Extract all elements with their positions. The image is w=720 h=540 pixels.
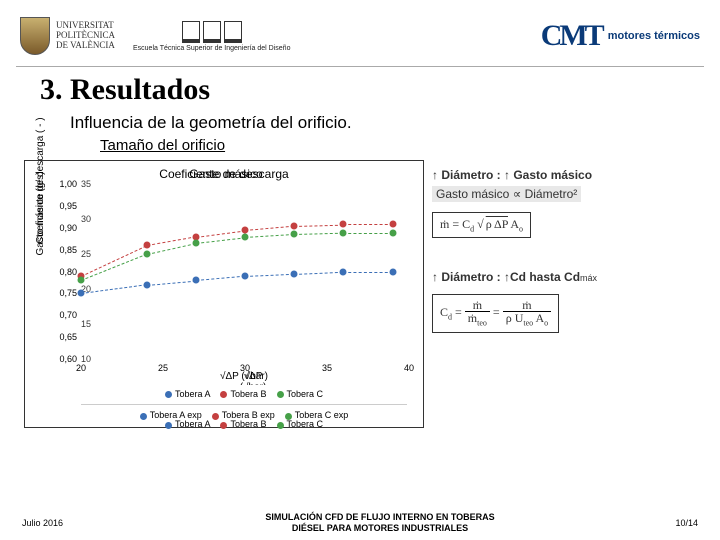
footer-date: Julio 2016 (22, 518, 122, 528)
note-diam-flow: ↑ Diámetro : ↑ Gasto másico (432, 166, 692, 184)
footer-title: SIMULACIÓN CFD DE FLUJO INTERNO EN TOBER… (122, 512, 638, 534)
chart-title-b: Gasto másico (189, 167, 262, 181)
side-notes: ↑ Diámetro : ↑ Gasto másico Gasto másico… (432, 160, 692, 428)
header-logos: UNIVERSITAT POLITÈCNICA DE VALÈNCIA Escu… (0, 0, 720, 66)
formula-mass-flow: ṁ = Cd √ρ ΔP Ao (432, 212, 531, 238)
upv-shield-icon (20, 17, 50, 55)
chart-xlabel: √ΔP (√bar) √ΔP (√bar) (71, 371, 417, 385)
footer-page: 10/14 (638, 518, 698, 528)
chart-plot: 0,600,650,700,750,800,850,900,951,001015… (81, 184, 409, 359)
section-subtitle: Influencia de la geometría del orificio. (0, 113, 720, 137)
chart-ylabel: Coeficiente de descarga ( - ) Gasto mási… (35, 96, 46, 266)
section-subsubtitle: Tamaño del orificio (0, 137, 720, 160)
section-title: 3. Resultados (0, 69, 720, 113)
logo-etsid: Escuela Técnica Superior de Ingeniería d… (133, 21, 290, 52)
legend-item: Tobera B (220, 387, 266, 401)
header-divider (16, 66, 704, 67)
upv-line3: DE VALÈNCIA (56, 41, 115, 51)
note-proportional: Gasto másico ∝ Diámetro² (432, 186, 581, 202)
chart-container: Coeficiente de descarga Gasto másico Coe… (24, 160, 424, 428)
legend-item: Tobera A (165, 387, 211, 401)
legend-item: Tobera C (277, 387, 324, 401)
etsid-text: Escuela Técnica Superior de Ingeniería d… (133, 45, 290, 52)
cmt-mark: CMT (541, 19, 602, 53)
footer: Julio 2016 SIMULACIÓN CFD DE FLUJO INTER… (0, 512, 720, 534)
logo-cmt: CMT motores térmicos (541, 19, 700, 53)
chart-legend: Tobera ATobera BTobera C Tobera A expTob… (71, 387, 417, 423)
note-diam-cd: ↑ Diámetro : ↑Cd hasta Cdmáx (432, 268, 692, 286)
formula-cd: Cd = ṁṁteo = ṁρ Uteo Ao (432, 294, 559, 332)
cmt-text: motores térmicos (608, 30, 700, 42)
logo-upv: UNIVERSITAT POLITÈCNICA DE VALÈNCIA (20, 17, 115, 55)
